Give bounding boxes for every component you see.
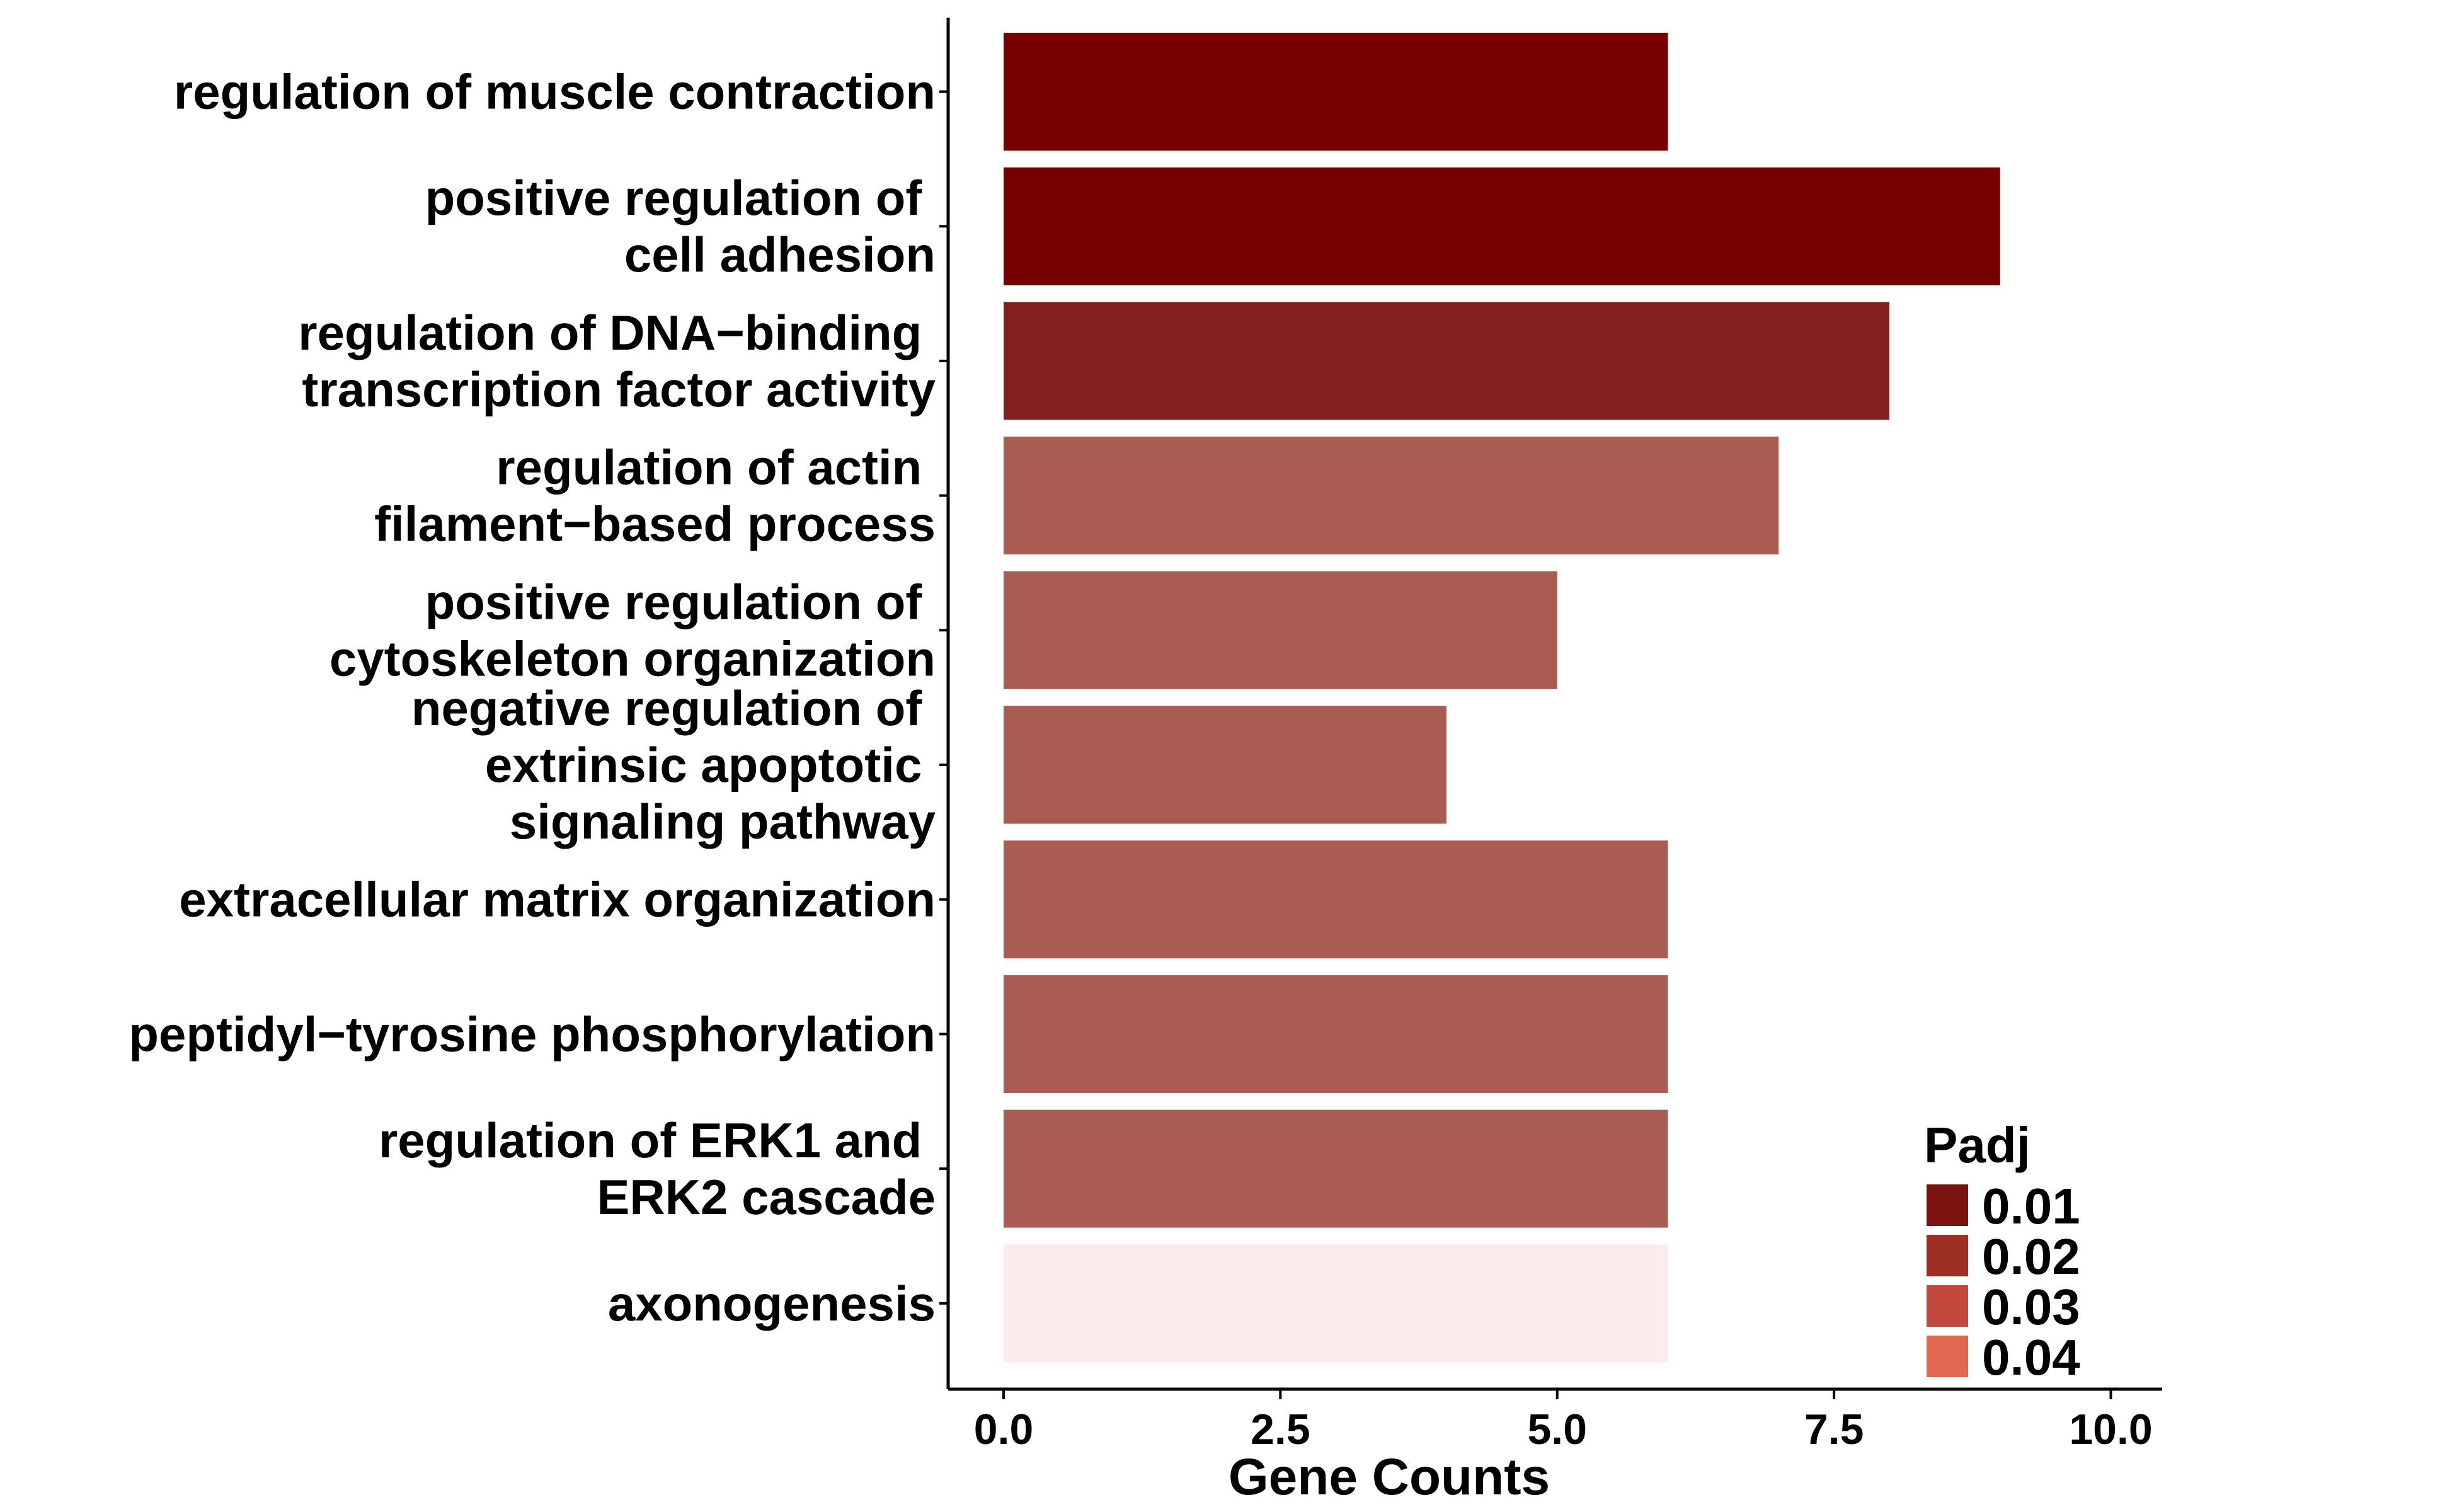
x-tick-label: 7.5 (1804, 1406, 1864, 1453)
legend-label: 0.03 (1982, 1279, 2080, 1335)
legend-label: 0.02 (1982, 1228, 2080, 1285)
x-axis-title: Gene Counts (1228, 1448, 1550, 1506)
legend-swatch (1927, 1184, 1968, 1226)
bar (1004, 1109, 1668, 1228)
bar (1004, 706, 1446, 824)
bars-group (1004, 33, 2000, 1363)
legend-swatch (1927, 1235, 1968, 1276)
bar (1004, 33, 1668, 151)
legend-swatch (1927, 1285, 1968, 1327)
x-tick-label: 5.0 (1527, 1406, 1587, 1453)
legend-title: Padj (1924, 1117, 2030, 1173)
legend-label: 0.01 (1982, 1178, 2080, 1234)
legend-items: 0.010.020.030.04 (1927, 1178, 2080, 1385)
bar (1004, 437, 1779, 555)
category-label: regulation of ERK1 and ERK2 cascade (379, 1113, 936, 1225)
legend-swatch (1927, 1336, 1968, 1377)
category-label: regulation of DNA−binding transcription … (298, 305, 936, 417)
category-labels: regulation of muscle contraction positive… (129, 64, 936, 1331)
x-tick-label: 0.0 (974, 1406, 1034, 1453)
bar (1004, 167, 2000, 285)
category-label: regulation of muscle contraction (174, 64, 936, 120)
category-label: positive regulation of cell adhesion (425, 170, 936, 282)
bar (1004, 302, 1889, 420)
category-label: extracellular matrix organization (179, 872, 936, 927)
legend: Padj 0.010.020.030.04 (1924, 1117, 2080, 1385)
category-label: regulation of actin filament−based proce… (374, 440, 936, 552)
x-tick-label: 2.5 (1251, 1406, 1310, 1453)
bar (1004, 1244, 1668, 1363)
category-label: peptidyl−tyrosine phosphorylation (129, 1006, 936, 1062)
x-tick-label: 10.0 (2069, 1406, 2152, 1453)
category-label: axonogenesis (608, 1276, 936, 1331)
category-label: positive regulation of cytoskeleton orga… (329, 574, 936, 686)
category-label: negative regulation of extrinsic apoptot… (411, 680, 936, 849)
bar (1004, 571, 1557, 689)
bar (1004, 975, 1668, 1093)
legend-label: 0.04 (1982, 1329, 2080, 1385)
x-axis-ticks: 0.0 2.5 5.0 7.5 10.0 (974, 1389, 2153, 1453)
bar (1004, 840, 1668, 959)
